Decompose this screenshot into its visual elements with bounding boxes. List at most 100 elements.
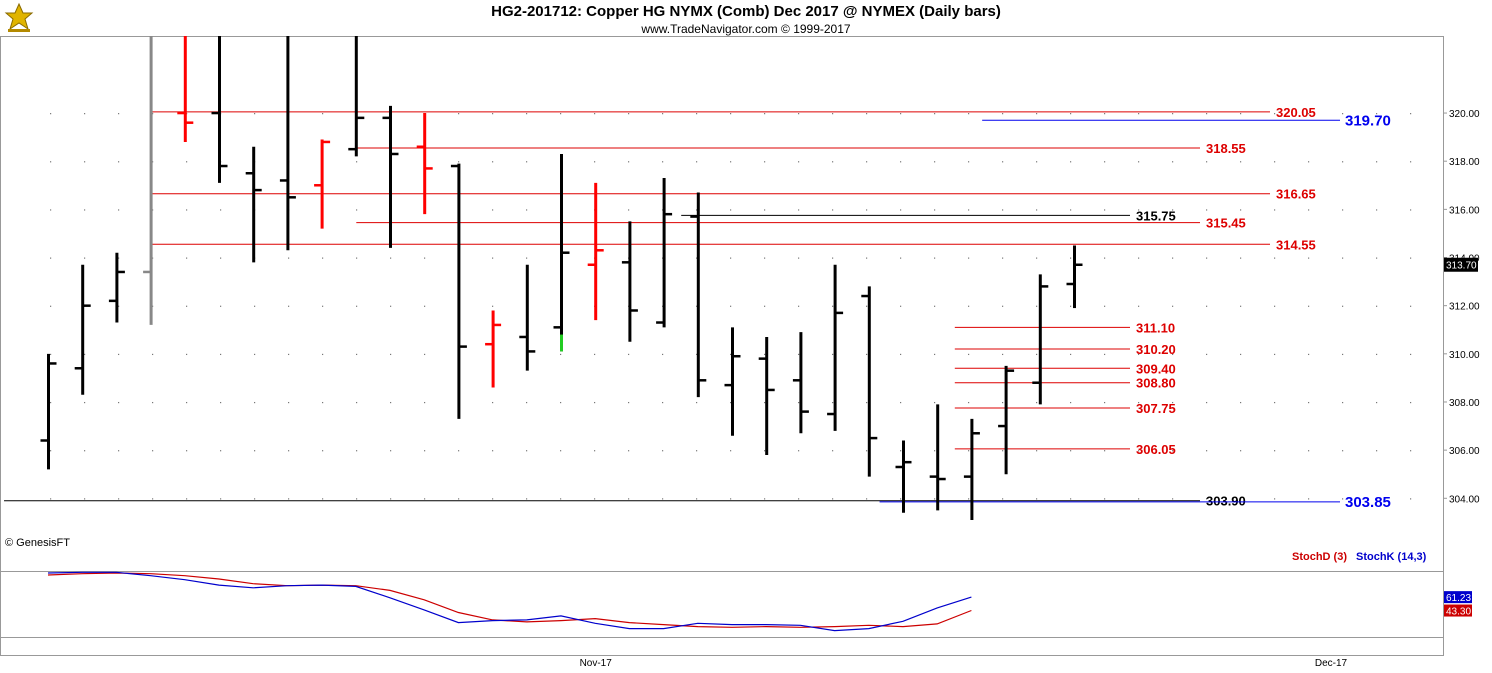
grid-dot <box>152 498 154 500</box>
grid-dot <box>50 257 52 259</box>
grid-dot <box>1240 353 1242 356</box>
level-label: 311.10 <box>1136 320 1175 335</box>
grid-dot <box>424 353 426 356</box>
grid-dot <box>900 257 902 259</box>
grid-dot <box>1206 113 1208 115</box>
grid-dot <box>492 401 494 404</box>
y-tick-label: 312.00 <box>1449 302 1480 313</box>
grid-dot <box>798 498 800 500</box>
grid-dot <box>798 209 800 211</box>
grid-dot <box>832 113 834 115</box>
grid-dot <box>900 113 902 115</box>
grid-dot <box>1308 353 1310 356</box>
grid-dot <box>50 305 52 307</box>
grid-dot <box>1342 305 1344 307</box>
grid-dot <box>1206 209 1208 211</box>
grid-dot <box>186 161 188 163</box>
price-bar <box>485 310 502 388</box>
grid-dot <box>934 209 936 211</box>
grid-dot <box>1036 161 1038 163</box>
grid-dot <box>798 353 800 356</box>
grid-dot <box>492 257 494 259</box>
price-bar <box>998 365 1015 475</box>
grid-dot <box>322 450 324 452</box>
grid-dot <box>1376 498 1378 500</box>
grid-dot <box>730 161 732 163</box>
chart-title: HG2-201712: Copper HG NYMX (Comb) Dec 20… <box>491 3 1001 20</box>
grid-dot <box>1206 305 1208 307</box>
grid-dot <box>254 401 256 404</box>
level-label: 303.85 <box>1345 494 1391 511</box>
grid-dot <box>118 498 120 500</box>
grid-dot <box>934 450 936 452</box>
price-bar <box>450 163 467 419</box>
grid-dot <box>118 161 120 163</box>
grid-dot <box>50 353 52 356</box>
price-bar <box>758 336 775 455</box>
price-bar <box>861 286 878 477</box>
grid-dot <box>1274 450 1276 452</box>
grid-dot <box>560 401 562 404</box>
grid-dot <box>356 257 358 259</box>
grid-dot <box>492 209 494 211</box>
grid-dot <box>492 113 494 115</box>
legend-stochd: StochD (3) <box>1292 551 1347 563</box>
grid-dot <box>934 353 936 356</box>
y-tick-label: 304.00 <box>1449 494 1480 505</box>
grid-dot <box>628 209 630 211</box>
y-tick-label: 316.00 <box>1449 205 1480 216</box>
level-label: 308.80 <box>1136 376 1176 391</box>
grid-dot <box>1002 257 1004 259</box>
grid-dot <box>288 353 290 356</box>
grid-dot <box>1172 113 1174 115</box>
price-bar <box>279 36 296 251</box>
grid-dot <box>866 498 868 500</box>
grid-dot <box>1240 498 1242 500</box>
grid-dot <box>1240 305 1242 307</box>
grid-dot <box>356 353 358 356</box>
grid-dot <box>696 305 698 307</box>
grid-dot <box>254 113 256 115</box>
grid-dot <box>1138 401 1140 404</box>
grid-dot <box>288 498 290 500</box>
grid-dot <box>764 305 766 307</box>
grid-dot <box>1104 257 1106 259</box>
grid-dot <box>356 498 358 500</box>
level-label: 316.65 <box>1276 187 1316 202</box>
level-label: 307.75 <box>1136 401 1176 416</box>
grid-dot <box>934 113 936 115</box>
grid-dot <box>1138 257 1140 259</box>
grid-dot <box>288 257 290 259</box>
grid-dot <box>1070 161 1072 163</box>
grid-dot <box>1070 209 1072 211</box>
grid-dot <box>764 161 766 163</box>
grid-dot <box>1002 498 1004 500</box>
grid-dot <box>696 450 698 452</box>
grid-dot <box>764 498 766 500</box>
grid-dot <box>1172 401 1174 404</box>
grid-dot <box>798 257 800 259</box>
grid-dot <box>84 257 86 259</box>
grid-dot <box>628 401 630 404</box>
grid-dot <box>1036 209 1038 211</box>
grid-dot <box>118 401 120 404</box>
grid-dot <box>968 450 970 452</box>
grid-dot <box>1376 113 1378 115</box>
grid-dot <box>866 209 868 211</box>
price-bar <box>519 264 536 371</box>
grid-dot <box>1410 498 1412 500</box>
grid-dot <box>1104 450 1106 452</box>
grid-dot <box>390 450 392 452</box>
grid-dot <box>390 353 392 356</box>
grid-dot <box>1070 113 1072 115</box>
grid-dot <box>1206 257 1208 259</box>
grid-dot <box>1172 450 1174 452</box>
grid-dot <box>1172 161 1174 163</box>
grid-dot <box>1274 209 1276 211</box>
grid-dot <box>1002 401 1004 404</box>
grid-dot <box>288 401 290 404</box>
grid-dot <box>594 450 596 452</box>
grid-dot <box>84 498 86 500</box>
grid-dot <box>662 498 664 500</box>
grid-dot <box>832 209 834 211</box>
